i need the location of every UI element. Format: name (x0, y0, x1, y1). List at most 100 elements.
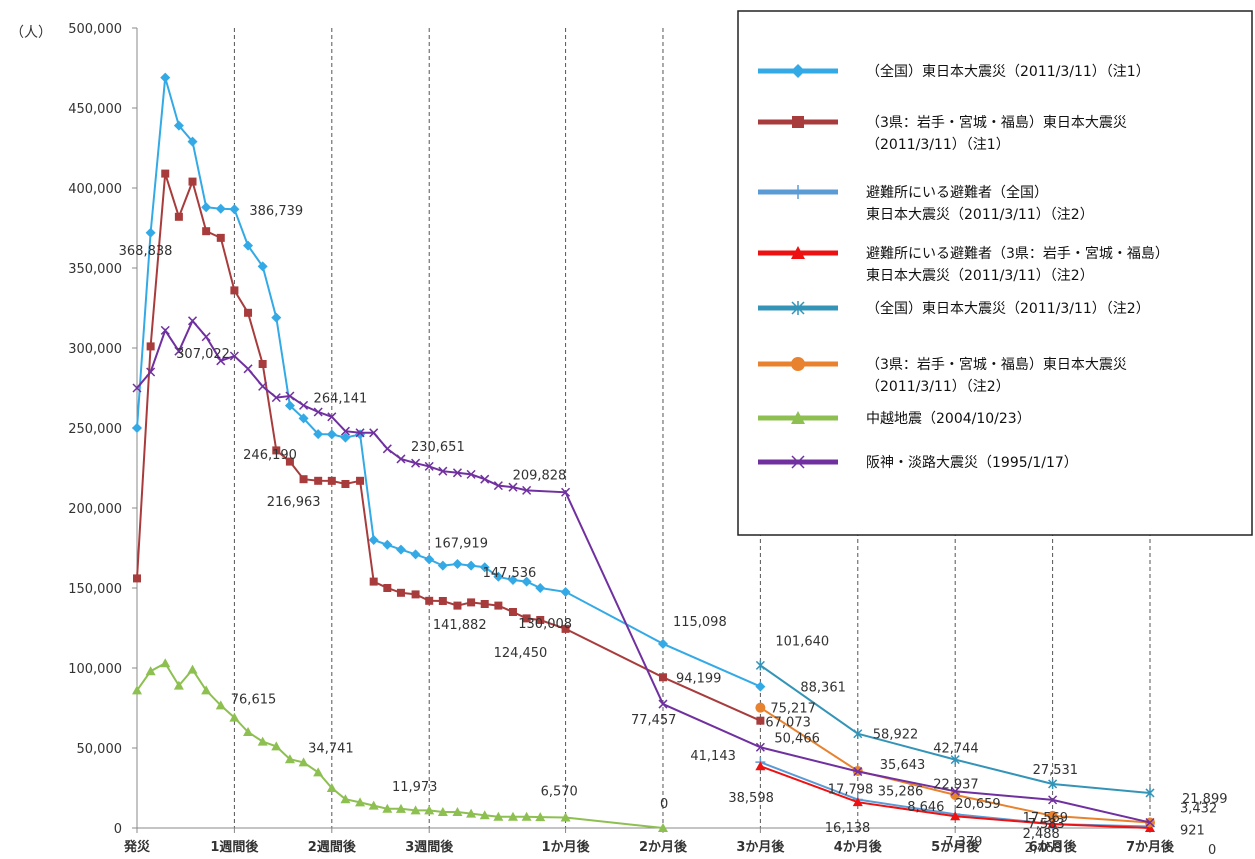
data-label: 386,739 (249, 204, 303, 219)
data-label: 2,488 (1023, 827, 1060, 842)
data-label: 130,008 (518, 617, 572, 632)
legend-box (737, 10, 1253, 536)
legend-label: 東日本大震災（2011/3/11）（注2） (866, 268, 1094, 284)
data-point (314, 476, 323, 485)
legend-label: 避難所にいる避難者（全国） (866, 184, 1048, 201)
data-point (146, 367, 156, 377)
series-1 (132, 72, 766, 692)
legend-swatch-marker (791, 455, 805, 469)
data-point (535, 812, 546, 822)
data-point (1047, 819, 1058, 829)
data-point (411, 458, 421, 468)
data-point (132, 685, 142, 695)
y-tick-label: 350,000 (68, 262, 122, 277)
data-point (411, 590, 420, 599)
data-point (243, 364, 253, 374)
data-point (521, 576, 532, 587)
x-tick-label: 発災 (123, 839, 151, 855)
data-point (201, 332, 211, 342)
data-point (257, 261, 268, 272)
data-point (341, 480, 350, 488)
data-label: 22,937 (933, 777, 979, 792)
data-point (1048, 778, 1058, 789)
legend: （全国）東日本大震災（2011/3/11）（注1） （3県：岩手・宮城・福島）東日… (737, 10, 1253, 536)
data-point (452, 559, 463, 569)
data-point (755, 761, 766, 771)
series-line (136, 661, 664, 829)
data-label: 94,199 (676, 671, 722, 686)
legend-swatch-marker (791, 64, 805, 78)
data-point (356, 476, 365, 485)
data-point (216, 233, 225, 242)
data-label: 7,379 (945, 835, 982, 850)
x-tick-label: 3か月後 (736, 839, 785, 855)
data-point (257, 736, 268, 746)
data-label: 58,922 (873, 728, 919, 743)
data-point (453, 601, 462, 610)
data-point (438, 466, 448, 476)
data-point (187, 664, 198, 674)
data-point (521, 811, 532, 821)
data-point (395, 544, 406, 555)
data-point (229, 712, 240, 722)
data-point (437, 807, 448, 816)
data-label: 216,963 (267, 495, 321, 510)
data-point (340, 432, 351, 443)
data-point (258, 381, 268, 391)
data-label: 115,098 (673, 615, 727, 630)
legend-item: （3県：岩手・宮城・福島）東日本大震災 （2011/3/11）（注1） (758, 115, 1127, 153)
x-tick-label: 3週間後 (405, 839, 454, 855)
data-point (396, 588, 405, 597)
data-point (424, 461, 434, 471)
data-point (438, 596, 447, 605)
data-point (355, 428, 365, 438)
data-point (284, 754, 295, 764)
data-point (536, 615, 545, 624)
data-label: 75,217 (770, 702, 816, 717)
data-point (950, 754, 960, 765)
data-point (522, 485, 532, 495)
data-point (395, 803, 406, 813)
data-point (161, 169, 170, 178)
data-label: 77,457 (631, 713, 677, 728)
data-point (493, 571, 504, 582)
data-point (271, 393, 281, 403)
data-label: 27,531 (1033, 763, 1079, 778)
data-label: 35,286 (878, 785, 924, 800)
data-point (853, 728, 863, 739)
data-point (508, 482, 518, 492)
y-tick-label: 400,000 (68, 182, 122, 197)
data-point (424, 554, 435, 565)
data-label: 17,569 (1023, 811, 1069, 826)
data-point (852, 797, 863, 807)
y-axis-title: （人） (10, 25, 52, 41)
series-8 (132, 316, 1155, 828)
data-point (284, 400, 295, 411)
data-label: 88,361 (800, 681, 846, 696)
data-label: 368,838 (119, 244, 173, 259)
data-point (369, 428, 379, 438)
data-label: 38,598 (728, 791, 774, 806)
data-point (132, 383, 142, 393)
data-label: 264,141 (314, 391, 368, 406)
legend-label: 避難所にいる避難者（3県：岩手・宮城・福島） (866, 246, 1169, 262)
data-point (355, 429, 366, 440)
y-tick-label: 450,000 (68, 102, 122, 117)
legend-label: （全国）東日本大震災（2011/3/11）（注1） (866, 63, 1150, 80)
data-label: 246,190 (243, 448, 297, 463)
data-point (853, 767, 863, 777)
y-tick-label: 200,000 (68, 502, 122, 517)
data-label: 101,640 (775, 634, 829, 649)
data-point (173, 120, 184, 131)
legend-item: 中越地震（2004/10/23） (758, 411, 1031, 427)
data-point (561, 624, 570, 633)
data-label: 307,022 (176, 347, 230, 362)
data-label: 0 (1208, 843, 1216, 858)
data-label: 3,432 (1180, 802, 1217, 817)
legend-label: （2011/3/11）（注2） (866, 379, 1010, 395)
data-point (229, 351, 239, 361)
y-tick-label: 100,000 (68, 662, 122, 677)
data-point (535, 583, 546, 593)
data-point (187, 136, 198, 147)
